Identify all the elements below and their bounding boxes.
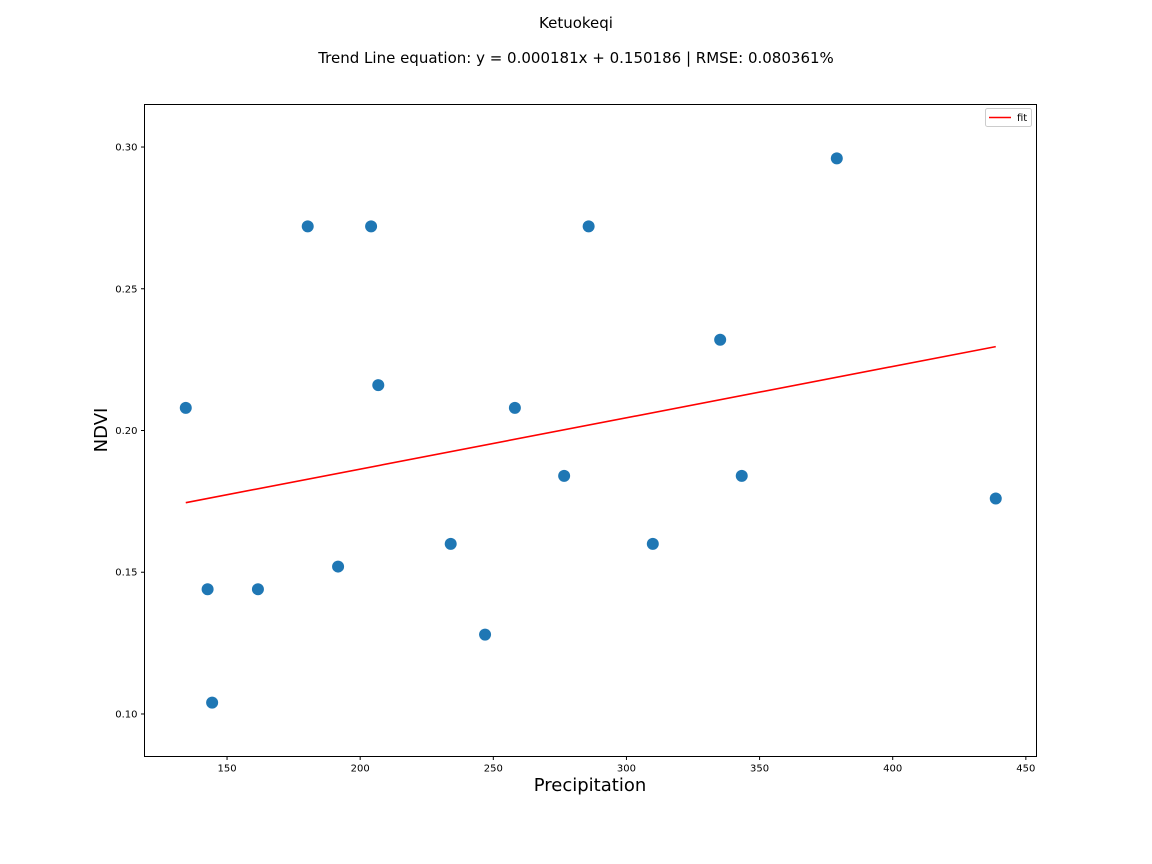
ticks-layer: 150 200 250 300 350 400 450 0.10 0.15 0.20 0.25 0.3…	[115, 143, 1035, 775]
data-point-12	[558, 469, 571, 482]
x-tick-label-250: 250	[484, 764, 503, 775]
data-point-16	[735, 469, 748, 482]
data-point-4	[251, 583, 264, 596]
y-tick-label-1: 0.15	[115, 568, 137, 579]
data-point-17	[830, 152, 843, 165]
y-tick-label-4: 0.30	[115, 143, 137, 154]
data-point-8	[372, 379, 385, 392]
data-point-13	[582, 220, 595, 233]
data-point-15	[714, 333, 727, 346]
data-point-6	[332, 560, 345, 573]
x-axis-label: Precipitation	[534, 775, 647, 796]
data-point-18	[989, 492, 1002, 505]
y-axis-label: NDVI	[91, 408, 112, 453]
data-point-14	[646, 537, 659, 550]
marks-layer	[179, 152, 1002, 709]
x-tick-label-400: 400	[883, 764, 902, 775]
y-tick-label-2: 0.20	[115, 426, 137, 437]
chart-title: Ketuokeqi	[539, 14, 613, 32]
y-tick-label-0: 0.10	[115, 709, 137, 720]
x-tick-label-350: 350	[750, 764, 769, 775]
data-point-7	[365, 220, 378, 233]
data-point-3	[206, 696, 219, 709]
data-point-1	[179, 401, 192, 414]
data-point-5	[301, 220, 314, 233]
legend-fit-label: fit	[1017, 113, 1027, 124]
data-point-10	[479, 628, 492, 641]
x-tick-label-450: 450	[1016, 764, 1035, 775]
x-tick-label-200: 200	[351, 764, 370, 775]
fit-line	[185, 345, 996, 504]
y-tick-label-3: 0.25	[115, 284, 137, 295]
data-point-2	[201, 583, 214, 596]
plot-frame	[144, 104, 1037, 757]
data-point-11	[508, 401, 521, 414]
x-tick-label-150: 150	[217, 764, 236, 775]
legend: fit	[985, 108, 1032, 127]
data-point-9	[444, 537, 457, 550]
x-tick-label-300: 300	[617, 764, 636, 775]
chart-subtitle: Trend Line equation: y = 0.000181x + 0.1…	[317, 49, 834, 67]
